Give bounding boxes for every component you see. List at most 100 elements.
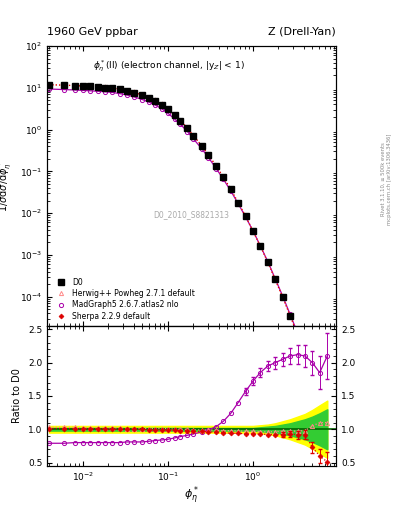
Sherpa 2.2.9 default — [102, 84, 107, 91]
MadGraph5 2.6.7.atlas2 nlo — [317, 390, 322, 396]
Herwig++ Powheg 2.7.1 default — [214, 163, 219, 169]
Sherpa 2.2.9 default — [147, 95, 151, 101]
Line: MadGraph5 2.6.7.atlas2 nlo: MadGraph5 2.6.7.atlas2 nlo — [47, 87, 329, 416]
Sherpa 2.2.9 default — [258, 243, 263, 249]
MadGraph5 2.6.7.atlas2 nlo — [117, 91, 122, 97]
MadGraph5 2.6.7.atlas2 nlo — [72, 87, 77, 93]
D0 — [62, 82, 66, 89]
Herwig++ Powheg 2.7.1 default — [273, 276, 277, 283]
Sherpa 2.2.9 default — [317, 393, 322, 399]
Herwig++ Powheg 2.7.1 default — [125, 88, 129, 94]
Herwig++ Powheg 2.7.1 default — [178, 118, 183, 124]
Herwig++ Powheg 2.7.1 default — [199, 143, 204, 149]
D0 — [147, 95, 151, 101]
Herwig++ Powheg 2.7.1 default — [280, 294, 285, 301]
MadGraph5 2.6.7.atlas2 nlo — [152, 102, 157, 108]
MadGraph5 2.6.7.atlas2 nlo — [266, 259, 270, 265]
MadGraph5 2.6.7.atlas2 nlo — [62, 87, 66, 93]
Text: mcplots.cern.ch [arXiv:1306.3436]: mcplots.cern.ch [arXiv:1306.3436] — [387, 134, 391, 225]
MadGraph5 2.6.7.atlas2 nlo — [165, 110, 170, 116]
MadGraph5 2.6.7.atlas2 nlo — [160, 106, 164, 112]
Sherpa 2.2.9 default — [273, 276, 277, 283]
Sherpa 2.2.9 default — [72, 82, 77, 89]
Sherpa 2.2.9 default — [228, 186, 233, 193]
Sherpa 2.2.9 default — [140, 92, 145, 98]
Sherpa 2.2.9 default — [132, 89, 136, 95]
Sherpa 2.2.9 default — [62, 82, 66, 88]
D0 — [87, 83, 92, 90]
Sherpa 2.2.9 default — [191, 133, 196, 139]
D0 — [140, 92, 145, 98]
MadGraph5 2.6.7.atlas2 nlo — [178, 121, 183, 127]
MadGraph5 2.6.7.atlas2 nlo — [47, 86, 51, 92]
D0 — [221, 174, 226, 180]
MadGraph5 2.6.7.atlas2 nlo — [221, 176, 226, 182]
Herwig++ Powheg 2.7.1 default — [81, 83, 85, 89]
Sherpa 2.2.9 default — [243, 213, 248, 219]
D0 — [258, 243, 263, 249]
D0 — [228, 186, 233, 193]
Herwig++ Powheg 2.7.1 default — [87, 83, 92, 90]
Sherpa 2.2.9 default — [81, 83, 85, 89]
Sherpa 2.2.9 default — [172, 112, 177, 118]
MadGraph5 2.6.7.atlas2 nlo — [251, 228, 255, 234]
D0 — [295, 331, 300, 337]
Sherpa 2.2.9 default — [221, 174, 226, 180]
D0 — [102, 84, 107, 91]
MadGraph5 2.6.7.atlas2 nlo — [273, 275, 277, 282]
D0 — [178, 118, 183, 124]
Herwig++ Powheg 2.7.1 default — [258, 243, 263, 249]
Herwig++ Powheg 2.7.1 default — [221, 174, 226, 180]
Text: 1960 GeV ppbar: 1960 GeV ppbar — [47, 27, 138, 37]
Herwig++ Powheg 2.7.1 default — [140, 92, 145, 98]
Sherpa 2.2.9 default — [303, 351, 307, 357]
Legend: D0, Herwig++ Powheg 2.7.1 default, MadGraph5 2.6.7.atlas2 nlo, Sherpa 2.2.9 defa: D0, Herwig++ Powheg 2.7.1 default, MadGr… — [51, 276, 197, 322]
Sherpa 2.2.9 default — [165, 106, 170, 112]
MadGraph5 2.6.7.atlas2 nlo — [191, 136, 196, 142]
Y-axis label: Ratio to D0: Ratio to D0 — [12, 369, 22, 423]
Sherpa 2.2.9 default — [199, 143, 204, 149]
Sherpa 2.2.9 default — [110, 85, 114, 91]
D0 — [110, 85, 114, 91]
D0 — [303, 351, 307, 357]
Sherpa 2.2.9 default — [288, 312, 292, 318]
Line: D0: D0 — [46, 82, 330, 420]
D0 — [325, 414, 330, 420]
D0 — [117, 87, 122, 93]
Sherpa 2.2.9 default — [95, 84, 100, 90]
Herwig++ Powheg 2.7.1 default — [160, 101, 164, 108]
MadGraph5 2.6.7.atlas2 nlo — [125, 92, 129, 98]
Herwig++ Powheg 2.7.1 default — [172, 112, 177, 118]
D0 — [95, 84, 100, 90]
Herwig++ Powheg 2.7.1 default — [165, 106, 170, 112]
MadGraph5 2.6.7.atlas2 nlo — [228, 188, 233, 194]
D0 — [199, 143, 204, 149]
D0 — [206, 152, 211, 158]
Herwig++ Powheg 2.7.1 default — [152, 97, 157, 103]
MadGraph5 2.6.7.atlas2 nlo — [147, 99, 151, 105]
Sherpa 2.2.9 default — [325, 414, 330, 420]
MadGraph5 2.6.7.atlas2 nlo — [295, 330, 300, 336]
MadGraph5 2.6.7.atlas2 nlo — [140, 96, 145, 102]
Sherpa 2.2.9 default — [160, 101, 164, 108]
Herwig++ Powheg 2.7.1 default — [295, 331, 300, 337]
Sherpa 2.2.9 default — [280, 294, 285, 300]
Herwig++ Powheg 2.7.1 default — [117, 86, 122, 92]
X-axis label: $\phi_\eta^*$: $\phi_\eta^*$ — [184, 484, 199, 507]
Herwig++ Powheg 2.7.1 default — [132, 89, 136, 95]
MadGraph5 2.6.7.atlas2 nlo — [87, 88, 92, 94]
Sherpa 2.2.9 default — [117, 86, 122, 92]
Sherpa 2.2.9 default — [47, 81, 51, 88]
Herwig++ Powheg 2.7.1 default — [310, 372, 315, 378]
Herwig++ Powheg 2.7.1 default — [206, 152, 211, 158]
D0 — [165, 106, 170, 113]
D0 — [214, 163, 219, 169]
Sherpa 2.2.9 default — [152, 97, 157, 103]
D0 — [243, 213, 248, 219]
Herwig++ Powheg 2.7.1 default — [185, 125, 190, 131]
Herwig++ Powheg 2.7.1 default — [102, 84, 107, 91]
MadGraph5 2.6.7.atlas2 nlo — [303, 350, 307, 356]
Text: Rivet 3.1.10, ≥ 500k events: Rivet 3.1.10, ≥ 500k events — [381, 142, 386, 216]
MadGraph5 2.6.7.atlas2 nlo — [132, 94, 136, 100]
D0 — [236, 200, 241, 206]
